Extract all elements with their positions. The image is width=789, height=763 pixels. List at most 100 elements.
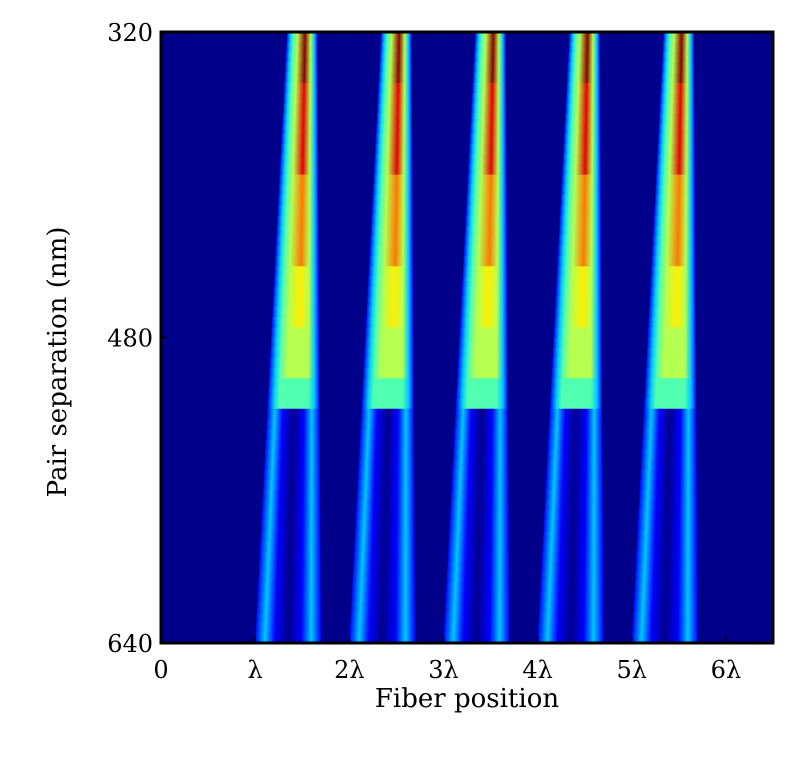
band-segment <box>473 62 506 74</box>
band-segment <box>549 408 603 420</box>
band-segment <box>661 62 695 74</box>
band-segment <box>374 144 413 155</box>
band-segment <box>553 327 602 339</box>
x-tick-label: 2λ <box>334 656 364 684</box>
band-segment <box>264 459 320 471</box>
band-segment <box>466 184 507 196</box>
band-segment <box>644 388 697 400</box>
band-segment <box>647 327 696 339</box>
y-axis-title: Pair separation (nm) <box>43 227 73 498</box>
band-segment <box>635 561 698 573</box>
band-segment <box>355 510 415 522</box>
band-segment <box>257 581 321 593</box>
band-segment <box>470 113 507 125</box>
band-segment <box>649 296 696 308</box>
band-segment <box>271 317 320 329</box>
band-segment <box>537 632 604 643</box>
plot-area <box>159 30 775 645</box>
band-segment <box>455 408 508 420</box>
band-segment <box>652 235 696 247</box>
band-segment <box>459 327 508 339</box>
band-segment <box>269 357 320 369</box>
x-tick-label: 4λ <box>522 656 552 684</box>
y-tick-label: 640 <box>107 630 153 658</box>
band-segment <box>540 571 604 583</box>
x-axis-title: Fiber position <box>375 684 559 714</box>
band-segment <box>650 276 696 288</box>
band-segment <box>365 327 414 339</box>
band-segment <box>447 561 509 573</box>
band-segment <box>373 164 413 176</box>
band-segment <box>548 429 603 441</box>
band-segment <box>464 225 507 237</box>
band-segment <box>464 235 507 247</box>
band-segment <box>465 215 507 227</box>
band-segment <box>369 256 413 268</box>
band-segment <box>649 286 696 298</box>
band-segment <box>640 459 697 471</box>
band-segment <box>282 113 318 125</box>
band-segment <box>449 520 509 532</box>
band-segment <box>366 296 414 308</box>
band-segment <box>658 113 695 125</box>
band-segment <box>363 357 414 369</box>
band-segment <box>541 551 604 563</box>
band-segment <box>638 510 697 522</box>
band-segment <box>467 174 507 186</box>
heatmap-band <box>349 32 416 643</box>
band-segment <box>260 530 321 542</box>
band-segment <box>472 82 506 94</box>
band-segment <box>550 378 602 390</box>
band-segment <box>640 469 697 481</box>
band-segment <box>657 144 695 155</box>
band-segment <box>474 42 506 54</box>
band-segment <box>450 500 509 512</box>
band-segment <box>647 337 696 349</box>
band-segment <box>279 174 319 186</box>
band-segment <box>563 144 601 155</box>
band-segment <box>351 592 415 604</box>
band-segment <box>465 205 507 217</box>
heatmap-band <box>537 32 604 643</box>
band-segment <box>564 123 601 135</box>
band-segment <box>374 154 413 166</box>
band-segment <box>565 103 601 115</box>
band-segment <box>561 174 601 186</box>
band-segment <box>457 357 508 369</box>
band-segment <box>266 418 320 430</box>
band-segment <box>658 123 695 135</box>
band-segment <box>367 276 414 288</box>
band-segment <box>556 266 602 278</box>
band-segment <box>370 235 413 247</box>
band-segment <box>539 602 604 614</box>
band-segment <box>261 520 321 532</box>
band-segment <box>456 388 508 400</box>
band-segment <box>372 184 413 196</box>
band-segment <box>256 602 321 614</box>
band-segment <box>564 113 601 125</box>
band-segment <box>255 622 321 634</box>
band-segment <box>543 520 603 532</box>
band-segment <box>283 82 318 94</box>
band-segment <box>462 266 508 278</box>
band-segment <box>645 378 697 390</box>
band-segment <box>372 194 413 206</box>
band-segment <box>263 480 321 492</box>
band-segment <box>569 32 600 43</box>
band-segment <box>286 32 318 43</box>
band-segment <box>352 571 415 583</box>
x-axis: 0 λ 2λ 3λ 4λ 5λ 6λ <box>153 636 741 684</box>
band-segment <box>266 408 320 420</box>
band-segment <box>648 306 696 318</box>
band-segment <box>358 449 415 461</box>
band-segment <box>542 541 603 553</box>
band-segment <box>557 256 602 268</box>
band-segment <box>454 429 509 441</box>
band-segment <box>369 245 413 257</box>
band-segment <box>538 622 604 634</box>
band-segment <box>634 581 698 593</box>
band-segment <box>662 52 695 64</box>
band-segment <box>349 622 416 634</box>
band-segment <box>656 154 695 166</box>
band-segment <box>261 510 321 522</box>
